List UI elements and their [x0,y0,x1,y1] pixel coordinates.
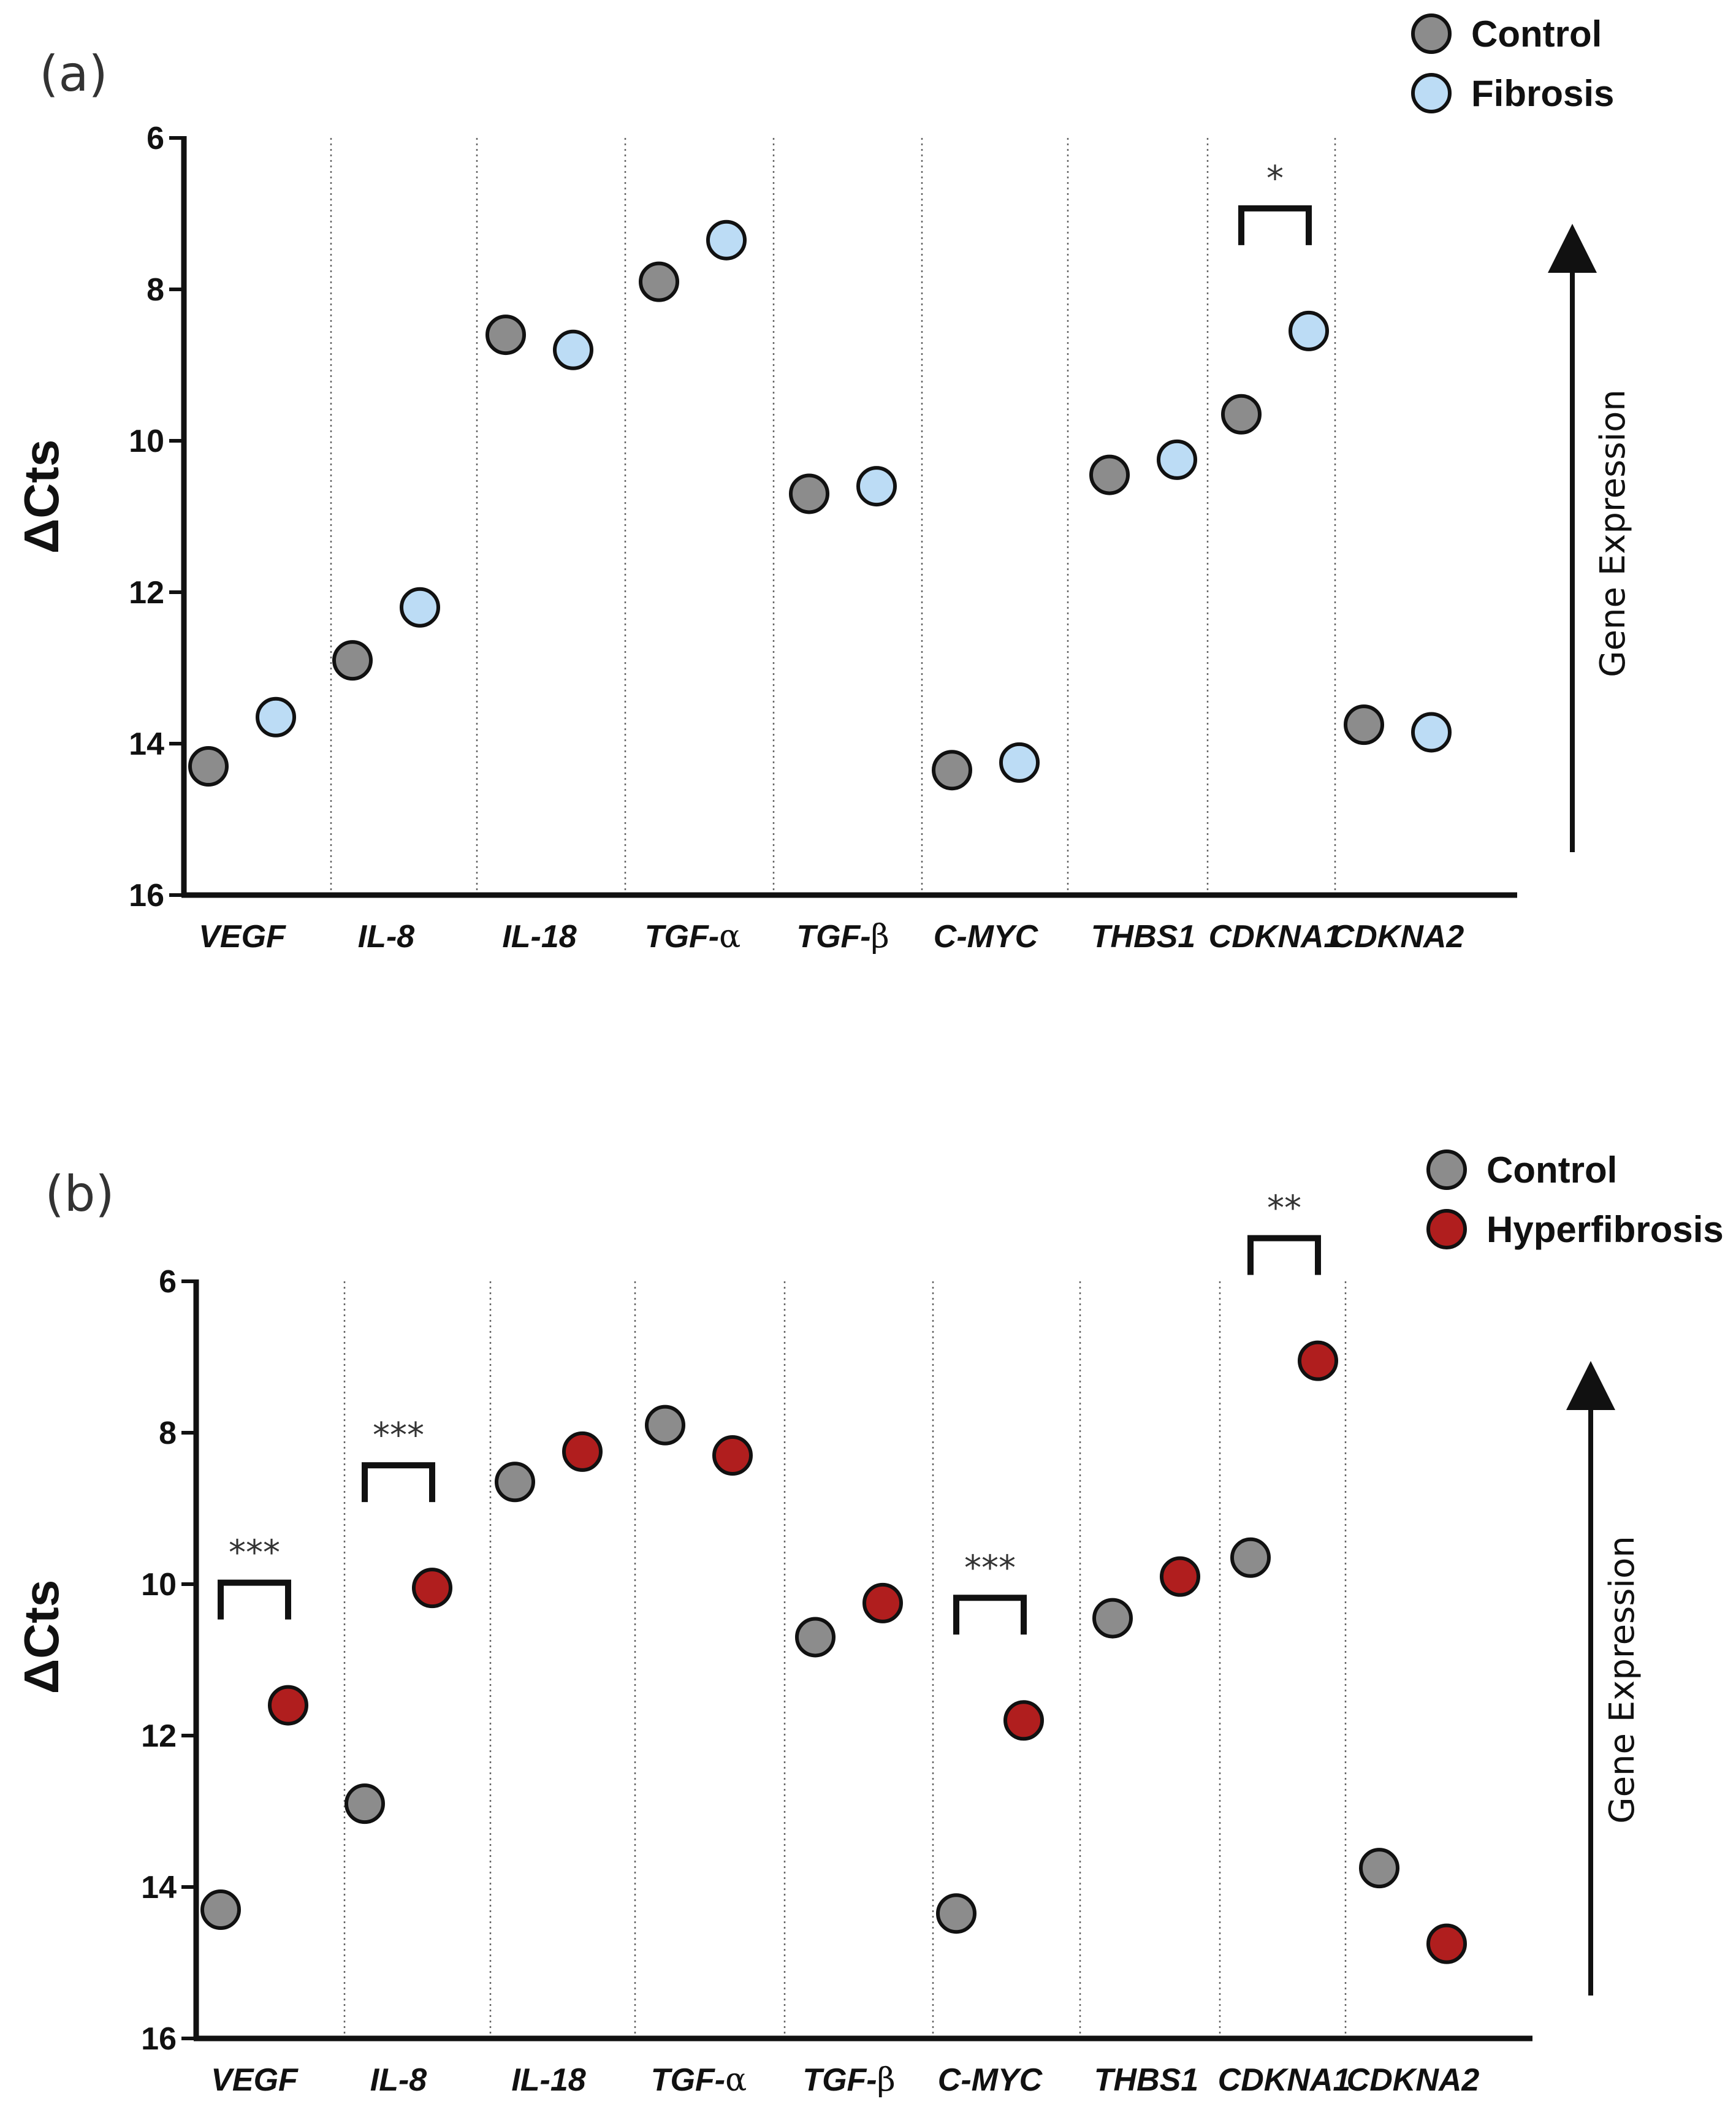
gene-expression-label: Gene Expression [1593,389,1633,677]
significance-label: *** [229,1533,280,1573]
y-tick-label: 6 [147,121,164,156]
legend-marker-control [1411,13,1452,54]
x-tick-label: CDKNA2 [1347,2062,1480,2098]
point-fibrosis-c-myc [999,742,1040,783]
point-control-cdkna1 [1221,394,1262,435]
x-tick-label: THBS1 [1094,2062,1198,2098]
y-tick-label: 8 [159,1416,177,1451]
point-control-thbs1 [1089,454,1130,495]
legend-marker-control [1426,1149,1467,1190]
significance-bracket [218,1579,291,1620]
x-tick-label: CDKNA1 [1218,2062,1351,2098]
y-tick-label: 8 [147,272,164,308]
panel-b: (b) ΔCts 6 8 10 12 14 16 VEGF IL-8 IL-18 TGF-α TGF-β… [14,1149,1724,2099]
point-fibrosis-il-18 [553,329,593,370]
point-hyperfibrosis-cdkna2 [1426,1923,1467,1964]
x-tick-label: TGF-α [645,918,740,955]
point-control-cdkna2 [1359,1848,1399,1889]
x-tick-label: C-MYC [938,2062,1043,2098]
y-tick-label: 16 [141,2021,177,2057]
point-control-vegf [200,1889,241,1931]
point-hyperfibrosis-c-myc [1003,1700,1044,1741]
point-control-tgf-α [639,261,679,302]
significance-bracket [362,1462,435,1503]
gene-expression-label: Gene Expression [1602,1536,1642,1824]
point-hyperfibrosis-cdkna1 [1298,1340,1338,1381]
legend-label: Hyperfibrosis [1487,1209,1724,1250]
point-control-c-myc [932,750,972,791]
significance-bracket [953,1595,1027,1635]
y-tick-label: 10 [129,424,164,459]
significance-label: * [1266,159,1284,199]
y-tick-label: 14 [141,1870,177,1905]
point-control-c-myc [936,1893,976,1934]
x-tick-label: IL-18 [511,2062,585,2098]
point-fibrosis-thbs1 [1157,439,1197,480]
point-control-cdkna2 [1344,704,1384,745]
y-tick-label: 12 [141,1718,177,1754]
significance-bracket [1247,1235,1321,1275]
y-tick-label: 16 [129,878,164,913]
y-tick-label: 12 [129,575,164,611]
panel-label: (b) [45,1165,114,1222]
x-tick-label: TGF-β [796,918,889,955]
y-tick-label: 14 [129,726,164,762]
significance-label: ** [1267,1189,1301,1229]
legend-label: Fibrosis [1471,73,1614,114]
point-fibrosis-tgf-α [706,219,747,261]
point-hyperfibrosis-tgf-α [712,1435,753,1476]
x-tick-label: CDKNA2 [1331,919,1464,955]
point-control-thbs1 [1092,1598,1133,1639]
significance-bracket [1238,205,1312,245]
y-tick-label: 10 [141,1567,177,1603]
point-fibrosis-vegf [256,696,296,738]
point-control-il-8 [332,640,373,681]
legend-label: Control [1471,13,1602,55]
panel-a: (a) ΔCts 6 8 10 12 14 16 VEGF IL-8 IL-18 TGF-α TGF-β… [14,13,1633,955]
x-tick-label: IL-8 [358,919,415,955]
legend-marker-hyperfibrosis [1426,1209,1467,1249]
legend-label: Control [1487,1149,1617,1191]
significance-label: *** [964,1548,1016,1588]
x-tick-label: VEGF [199,919,286,955]
legend-marker-fibrosis [1411,73,1452,113]
point-hyperfibrosis-il-18 [562,1431,603,1472]
x-tick-label: THBS1 [1091,919,1195,955]
point-hyperfibrosis-il-8 [412,1568,452,1609]
point-hyperfibrosis-vegf [268,1685,308,1726]
point-control-cdkna1 [1230,1537,1271,1578]
panel-label: (a) [39,45,107,102]
point-control-il-18 [485,315,526,356]
x-tick-label: CDKNA1 [1209,919,1342,955]
point-control-il-18 [495,1462,535,1503]
point-control-tgf-β [795,1617,836,1658]
y-axis-label: ΔCts [14,1580,69,1694]
point-fibrosis-cdkna1 [1289,310,1329,351]
point-control-tgf-α [645,1405,685,1446]
point-hyperfibrosis-tgf-β [862,1582,903,1623]
y-axis-label: ΔCts [14,440,69,554]
x-tick-label: VEGF [211,2062,299,2098]
point-hyperfibrosis-thbs1 [1160,1556,1200,1597]
y-tick-label: 6 [159,1264,177,1300]
significance-label: *** [373,1416,424,1455]
point-control-tgf-β [789,473,829,514]
point-fibrosis-cdkna2 [1411,712,1452,753]
x-tick-label: TGF-β [802,2062,895,2099]
point-fibrosis-il-8 [400,587,440,628]
point-control-il-8 [345,1783,385,1824]
x-tick-label: IL-8 [370,2062,427,2098]
point-fibrosis-tgf-β [856,466,897,507]
x-tick-label: IL-18 [502,919,576,955]
x-tick-label: C-MYC [934,919,1039,955]
x-tick-label: TGF-α [651,2062,747,2099]
point-control-vegf [188,746,229,787]
